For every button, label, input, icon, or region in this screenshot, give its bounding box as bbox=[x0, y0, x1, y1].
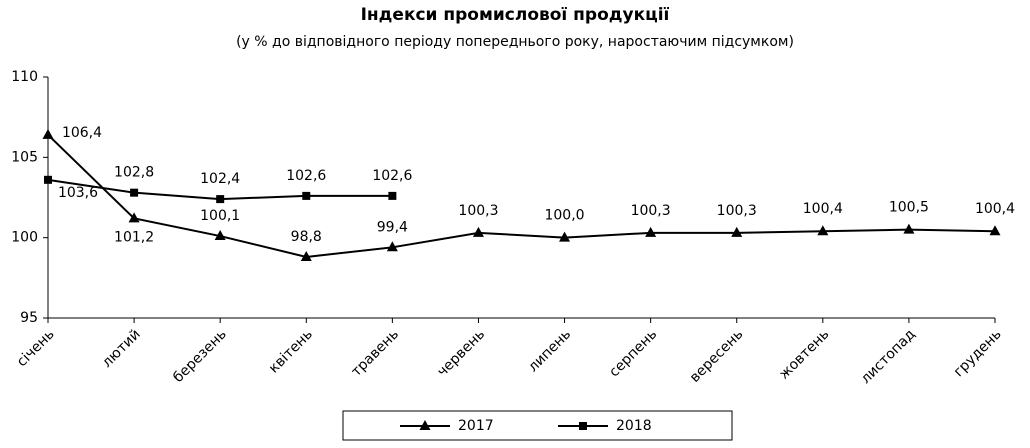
data-label: 103,6 bbox=[58, 185, 98, 201]
data-label: 102,4 bbox=[200, 171, 240, 187]
marker bbox=[388, 191, 397, 200]
data-label: 98,8 bbox=[291, 229, 322, 245]
data-label: 100,0 bbox=[544, 208, 584, 224]
x-tick-label: грудень bbox=[951, 326, 1005, 380]
x-tick-label: липень bbox=[525, 326, 574, 375]
data-label: 100,4 bbox=[975, 201, 1015, 217]
data-label: 100,1 bbox=[200, 208, 240, 224]
x-tick-label: березень bbox=[170, 326, 230, 386]
marker bbox=[44, 175, 52, 184]
data-label: 102,6 bbox=[286, 168, 326, 184]
data-label: 102,6 bbox=[372, 168, 412, 184]
marker bbox=[817, 225, 829, 236]
data-label: 101,2 bbox=[114, 229, 154, 245]
data-label: 100,3 bbox=[458, 203, 498, 219]
x-tick-label: червень bbox=[434, 326, 488, 380]
marker bbox=[130, 188, 139, 197]
data-label: 100,3 bbox=[717, 203, 757, 219]
marker bbox=[731, 226, 743, 237]
x-tick-label: лютий bbox=[99, 326, 144, 371]
x-tick-label: травень bbox=[348, 326, 402, 380]
series-line bbox=[47, 134, 996, 258]
y-tick-label: 100 bbox=[11, 230, 38, 246]
marker bbox=[128, 212, 140, 223]
marker bbox=[472, 226, 484, 237]
marker bbox=[989, 225, 1001, 236]
legend-label: 2018 bbox=[616, 418, 652, 434]
marker bbox=[42, 128, 54, 139]
marker bbox=[645, 226, 657, 237]
x-tick-label: січень bbox=[14, 326, 58, 370]
marker bbox=[386, 241, 398, 252]
data-label: 99,4 bbox=[377, 219, 408, 235]
marker bbox=[559, 231, 571, 242]
chart-subtitle: (у % до відповідного періоду попередньог… bbox=[236, 34, 794, 50]
marker bbox=[300, 250, 312, 261]
data-label: 100,4 bbox=[803, 201, 843, 217]
marker bbox=[302, 191, 311, 200]
legend-box bbox=[342, 410, 733, 441]
x-tick-label: листопад bbox=[858, 326, 919, 387]
marker bbox=[903, 223, 915, 234]
x-tick-label: серпень bbox=[606, 326, 660, 380]
x-tick-label: жовтень bbox=[776, 326, 832, 382]
marker bbox=[216, 195, 225, 204]
marker bbox=[579, 422, 587, 430]
marker bbox=[214, 230, 226, 241]
chart-title: Індекси промислової продукції bbox=[361, 5, 670, 25]
data-label: 102,8 bbox=[114, 165, 154, 181]
data-label: 100,3 bbox=[631, 203, 671, 219]
legend-label: 2017 bbox=[458, 418, 494, 434]
x-tick-label: квітень bbox=[266, 326, 316, 376]
y-tick-label: 95 bbox=[20, 310, 38, 326]
x-tick-label: вересень bbox=[687, 326, 746, 385]
data-label: 106,4 bbox=[62, 125, 102, 141]
y-tick-label: 105 bbox=[11, 149, 38, 165]
y-tick-label: 110 bbox=[11, 69, 38, 85]
data-label: 100,5 bbox=[889, 200, 929, 216]
marker bbox=[419, 420, 431, 430]
